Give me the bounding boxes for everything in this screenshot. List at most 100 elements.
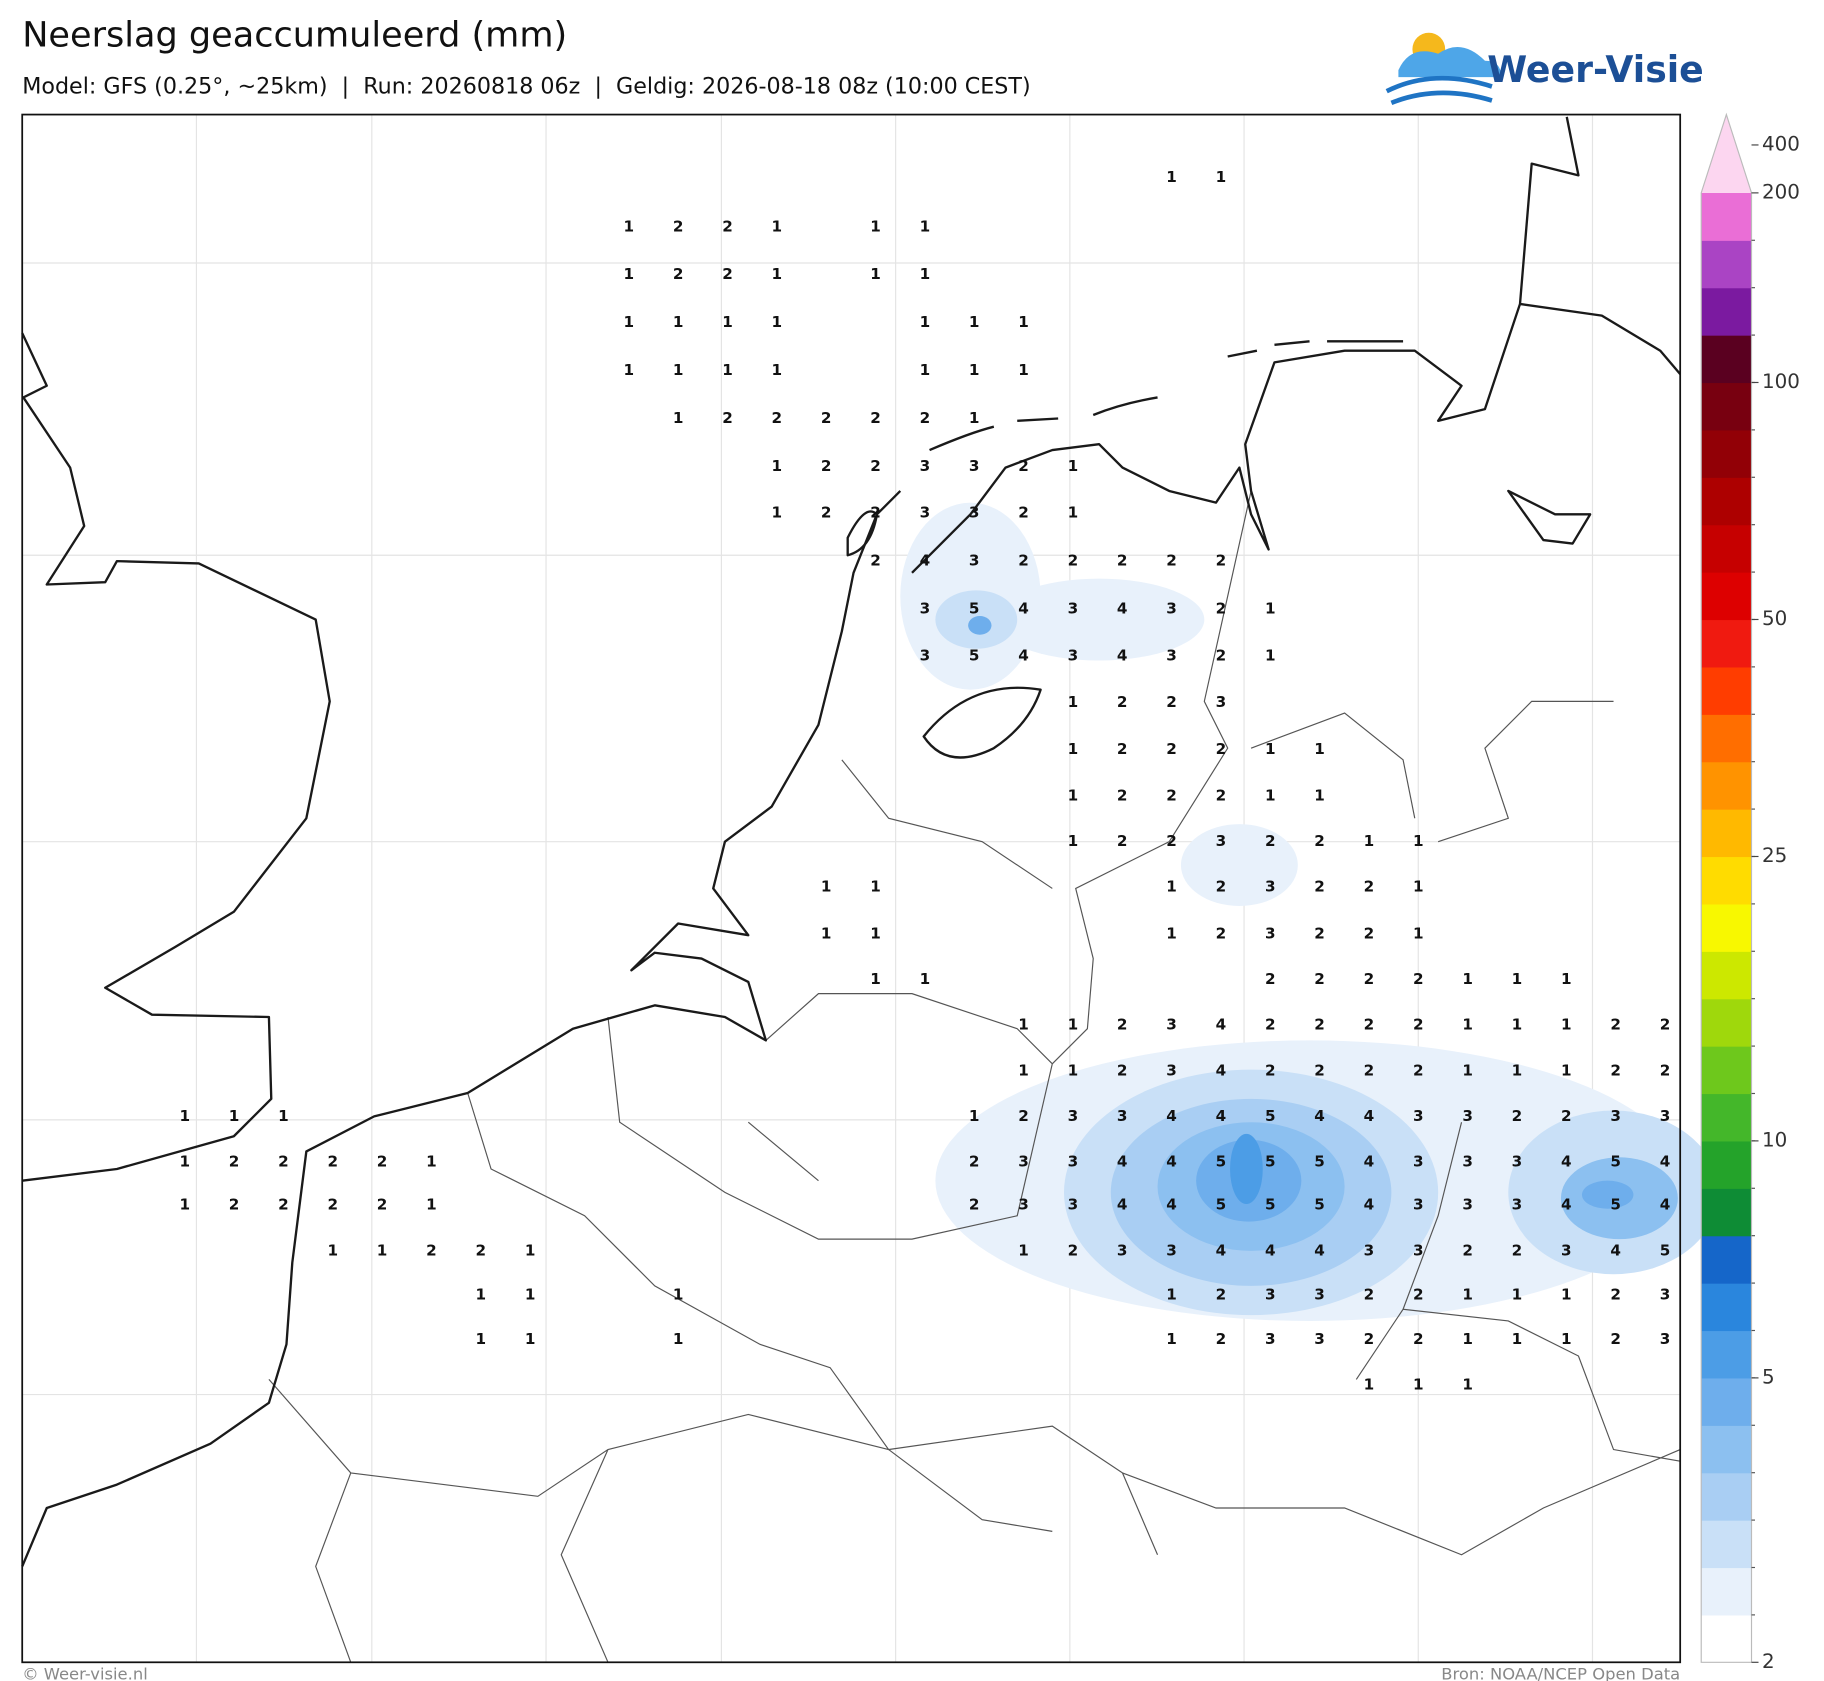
grid-value: 1 xyxy=(1462,1330,1473,1348)
grid-value: 2 xyxy=(1216,646,1227,664)
colorbar-segment xyxy=(1701,1140,1752,1189)
colorbar-segment xyxy=(1701,1472,1752,1521)
grid-value: 1 xyxy=(1018,361,1029,379)
grid-value: 2 xyxy=(772,409,783,427)
footer-right: Bron: NOAA/NCEP Open Data xyxy=(1441,1665,1680,1681)
grid-value: 2 xyxy=(1413,1286,1424,1304)
colorbar-segment xyxy=(1701,1425,1752,1474)
grid-value: 1 xyxy=(673,313,684,331)
grid-value: 3 xyxy=(1265,1330,1276,1348)
grid-value: 3 xyxy=(1265,925,1276,943)
colorbar-extend xyxy=(1701,114,1752,193)
grid-value: 3 xyxy=(969,504,980,522)
grid-value: 2 xyxy=(1117,787,1128,805)
colorbar-segment xyxy=(1701,856,1752,905)
grid-value: 1 xyxy=(772,504,783,522)
grid-value: 2 xyxy=(1265,1061,1276,1079)
colorbar-segment xyxy=(1701,524,1752,573)
grid-value: 4 xyxy=(920,552,931,570)
grid-value: 2 xyxy=(870,504,881,522)
grid-value: 2 xyxy=(920,409,931,427)
grid-value: 3 xyxy=(1413,1107,1424,1125)
grid-value: 3 xyxy=(1117,1107,1128,1125)
grid-value: 2 xyxy=(1216,925,1227,943)
colorbar-segment xyxy=(1701,572,1752,621)
grid-value: 1 xyxy=(1462,1061,1473,1079)
grid-value: 3 xyxy=(1660,1107,1671,1125)
grid-value: 1 xyxy=(475,1286,486,1304)
grid-value: 1 xyxy=(920,361,931,379)
grid-value: 2 xyxy=(1413,1330,1424,1348)
grid-value: 4 xyxy=(1314,1241,1325,1259)
coastlines xyxy=(21,116,1682,1567)
grid-value: 5 xyxy=(1216,1196,1227,1214)
grid-value: 2 xyxy=(1216,600,1227,618)
grid-value: 4 xyxy=(1018,600,1029,618)
grid-value: 1 xyxy=(1561,1286,1572,1304)
grid-value: 1 xyxy=(179,1152,190,1170)
colorbar-outline xyxy=(1700,112,1753,1663)
grid-value: 3 xyxy=(1610,1107,1621,1125)
grid-value: 1 xyxy=(1413,925,1424,943)
grid-value: 2 xyxy=(1512,1107,1523,1125)
grid-value: 4 xyxy=(1364,1196,1375,1214)
grid-value: 2 xyxy=(1364,1016,1375,1034)
grid-value: 1 xyxy=(377,1241,388,1259)
grid-value: 5 xyxy=(969,600,980,618)
grid-value: 1 xyxy=(1166,168,1177,186)
grid-value: 1 xyxy=(1166,925,1177,943)
grid-value: 1 xyxy=(278,1107,289,1125)
grid-value: 1 xyxy=(772,217,783,235)
colorbar-tick-label: 100 xyxy=(1762,370,1800,393)
grid-value: 3 xyxy=(1068,1107,1079,1125)
grid-value: 4 xyxy=(1660,1152,1671,1170)
grid-value: 1 xyxy=(772,313,783,331)
grid-value: 2 xyxy=(870,409,881,427)
colorbar-segment xyxy=(1701,714,1752,763)
colorbar-tick-label: 400 xyxy=(1762,132,1800,155)
grid-value: 1 xyxy=(1512,1061,1523,1079)
grid-value: 3 xyxy=(1413,1152,1424,1170)
colorbar-segment xyxy=(1701,1377,1752,1426)
grid-value: 2 xyxy=(1413,1061,1424,1079)
grid-value: 2 xyxy=(1364,970,1375,988)
grid-value: 4 xyxy=(1216,1061,1227,1079)
grid-value: 2 xyxy=(1314,970,1325,988)
grid-value: 5 xyxy=(1265,1152,1276,1170)
grid-value: 1 xyxy=(525,1241,536,1259)
colorbar-segment xyxy=(1701,761,1752,810)
grid-value: 2 xyxy=(1117,1061,1128,1079)
grid-value: 3 xyxy=(1068,1196,1079,1214)
grid-value: 1 xyxy=(772,457,783,475)
grid-value: 2 xyxy=(969,1152,980,1170)
grid-value: 2 xyxy=(1166,740,1177,758)
colorbar-segment xyxy=(1701,666,1752,715)
colorbar-segment xyxy=(1701,1567,1752,1616)
grid-value: 1 xyxy=(1265,600,1276,618)
colorbar-tick-label: 5 xyxy=(1762,1365,1775,1388)
grid-value: 1 xyxy=(1018,313,1029,331)
grid-value: 1 xyxy=(1166,1286,1177,1304)
grid-value: 2 xyxy=(229,1152,240,1170)
grid-value: 3 xyxy=(1216,832,1227,850)
grid-value: 3 xyxy=(1265,1286,1276,1304)
grid-value: 4 xyxy=(1216,1241,1227,1259)
grid-value: 1 xyxy=(969,361,980,379)
grid-value: 1 xyxy=(920,217,931,235)
grid-value: 3 xyxy=(920,457,931,475)
grid-value: 2 xyxy=(1117,1016,1128,1034)
grid-value: 1 xyxy=(475,1330,486,1348)
grid-value: 3 xyxy=(1660,1286,1671,1304)
grid-value: 5 xyxy=(1660,1241,1671,1259)
grid-value: 2 xyxy=(1660,1016,1671,1034)
grid-value: 3 xyxy=(1068,600,1079,618)
colorbar-segment xyxy=(1701,1614,1752,1663)
grid-value: 1 xyxy=(1364,1376,1375,1394)
grid-value: 4 xyxy=(1117,600,1128,618)
grid-value: 1 xyxy=(525,1286,536,1304)
grid-value: 3 xyxy=(1216,693,1227,711)
grid-value: 2 xyxy=(1512,1241,1523,1259)
grid-value: 2 xyxy=(1314,832,1325,850)
grid-value: 2 xyxy=(1117,740,1128,758)
grid-value: 1 xyxy=(1018,1016,1029,1034)
